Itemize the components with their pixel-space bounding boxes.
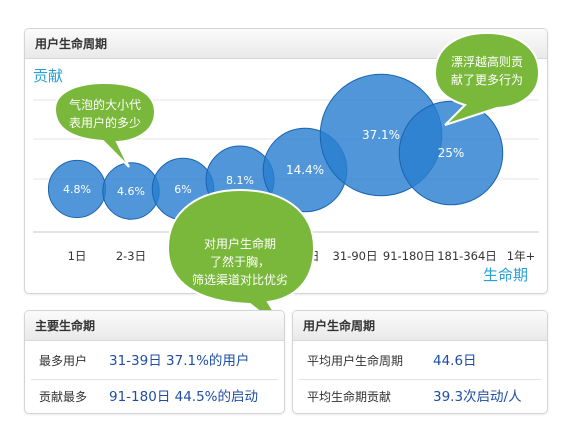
callout-bubble-size-line2: 表用户的多少 bbox=[69, 115, 141, 130]
stat-value: 44.6日 bbox=[433, 353, 477, 369]
stat-label: 平均生命期贡献 bbox=[307, 390, 392, 404]
bubble-label: 8.1% bbox=[226, 174, 254, 187]
lifecycle-chart-panel: 用户生命周期 贡献 生命期 4.8% 4.6% 6% 8.1% 14.4% 37.1% 25… bbox=[24, 28, 548, 294]
x-axis-label: 生命期 bbox=[483, 266, 528, 284]
x-tick-label: 31-90日 bbox=[333, 249, 378, 263]
stat-value: 91-180日 44.5%的启动 bbox=[109, 389, 258, 405]
bubble-label: 4.6% bbox=[117, 185, 145, 198]
x-tick-label: 1年+ bbox=[507, 249, 535, 263]
bubble-label: 14.4% bbox=[286, 163, 324, 177]
main-lifecycle-panel: 主要生命期 最多用户 31-39日 37.1%的用户 贡献最多 91-180日 … bbox=[24, 310, 285, 414]
stat-row-avg-contrib: 平均生命期贡献 39.3次启动/人 bbox=[293, 379, 547, 413]
callout-higher-contrib-line2: 献了更多行为 bbox=[451, 72, 523, 87]
bubble-label: 4.8% bbox=[63, 183, 91, 196]
stat-label: 平均用户生命周期 bbox=[307, 354, 404, 368]
bubble-label: 37.1% bbox=[362, 128, 400, 142]
callout-higher-contrib-line1: 漂浮越高则贡 bbox=[451, 54, 523, 69]
stat-value: 31-39日 37.1%的用户 bbox=[109, 353, 250, 369]
stat-row-avg-lifecycle: 平均用户生命周期 44.6日 bbox=[293, 343, 547, 379]
bubble-label: 25% bbox=[438, 146, 465, 160]
callout-bubble-size: 气泡的大小代 表用户的多少 bbox=[53, 81, 157, 168]
stat-row-most-contrib: 贡献最多 91-180日 44.5%的启动 bbox=[25, 379, 284, 413]
stat-label: 贡献最多 bbox=[39, 390, 88, 404]
user-lifecycle-summary-panel: 用户生命周期 平均用户生命周期 44.6日 平均生命期贡献 39.3次启动/人 bbox=[292, 310, 548, 414]
panel-title: 主要生命期 bbox=[25, 311, 284, 341]
callout-bubble-size-line1: 气泡的大小代 bbox=[69, 97, 141, 112]
row-divider bbox=[299, 379, 541, 380]
x-tick-label: 2-3日 bbox=[116, 249, 146, 263]
x-tick-label: 181-364日 bbox=[437, 249, 497, 263]
x-tick-label: 1日 bbox=[68, 249, 87, 263]
callout-layer: 气泡的大小代 表用户的多少 漂浮越高则贡 献了更多行为 bbox=[53, 31, 541, 168]
row-divider bbox=[31, 379, 278, 380]
bubble bbox=[398, 100, 504, 206]
callout-higher-contrib: 漂浮越高则贡 献了更多行为 bbox=[433, 31, 541, 126]
x-tick-label: 91-180日 bbox=[383, 249, 435, 263]
panel-title: 用户生命周期 bbox=[293, 311, 547, 341]
stat-value: 39.3次启动/人 bbox=[433, 389, 522, 405]
y-axis-label: 贡献 bbox=[33, 67, 63, 85]
stat-label: 最多用户 bbox=[39, 354, 88, 368]
stat-row-most-users: 最多用户 31-39日 37.1%的用户 bbox=[25, 343, 284, 379]
